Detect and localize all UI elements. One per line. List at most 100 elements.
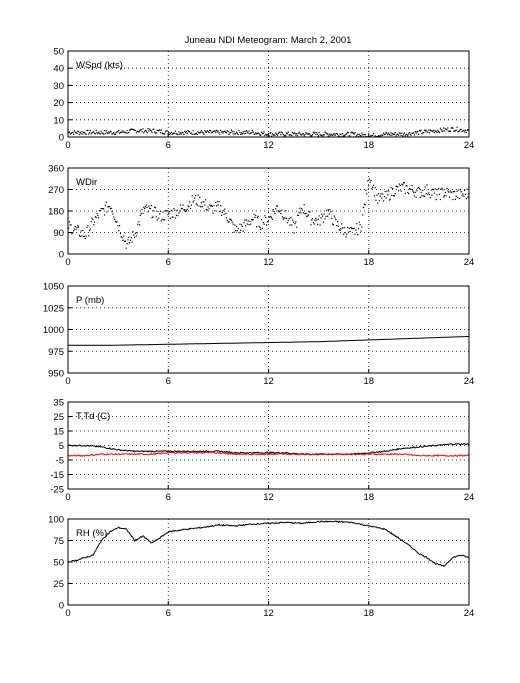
data-point bbox=[302, 133, 304, 135]
data-point bbox=[411, 132, 413, 134]
data-point bbox=[327, 135, 329, 137]
data-point bbox=[432, 131, 434, 133]
data-point bbox=[457, 131, 459, 133]
data-point bbox=[258, 225, 260, 228]
data-point bbox=[245, 225, 247, 227]
data-point bbox=[106, 211, 108, 213]
data-point bbox=[263, 131, 265, 133]
data-point bbox=[427, 131, 429, 133]
data-point bbox=[85, 133, 87, 135]
data-point bbox=[236, 230, 238, 232]
data-point bbox=[257, 132, 259, 134]
data-point bbox=[218, 132, 220, 134]
data-point bbox=[251, 132, 253, 134]
data-point bbox=[220, 205, 222, 207]
data-point bbox=[406, 185, 408, 187]
data-point bbox=[289, 134, 291, 136]
data-point bbox=[322, 215, 324, 217]
data-point bbox=[256, 226, 258, 228]
data-point bbox=[440, 129, 442, 131]
data-point bbox=[367, 180, 369, 182]
data-point bbox=[449, 196, 451, 198]
data-point bbox=[358, 221, 360, 223]
data-point bbox=[182, 204, 184, 206]
data-point bbox=[271, 133, 273, 135]
data-point bbox=[190, 204, 192, 206]
data-point bbox=[286, 217, 288, 219]
data-point bbox=[249, 133, 251, 135]
data-point bbox=[343, 227, 345, 229]
data-point bbox=[242, 131, 244, 133]
data-point bbox=[268, 216, 270, 218]
data-point bbox=[388, 132, 390, 134]
data-point bbox=[357, 234, 359, 236]
data-point bbox=[272, 134, 274, 136]
data-point bbox=[248, 224, 250, 226]
x-tick-label: 6 bbox=[166, 608, 171, 619]
data-point bbox=[240, 133, 242, 135]
data-point bbox=[415, 196, 417, 198]
data-point bbox=[271, 135, 273, 137]
data-point bbox=[411, 185, 413, 187]
data-point bbox=[223, 130, 225, 132]
data-point bbox=[372, 132, 375, 135]
data-point bbox=[408, 193, 410, 195]
data-point bbox=[321, 213, 323, 215]
data-point bbox=[319, 224, 321, 226]
data-point bbox=[180, 133, 182, 135]
data-point bbox=[396, 133, 398, 135]
data-point bbox=[274, 212, 276, 215]
data-point bbox=[198, 205, 200, 207]
data-point bbox=[253, 133, 255, 135]
data-point bbox=[421, 132, 423, 134]
data-point bbox=[384, 133, 386, 135]
data-point bbox=[299, 133, 301, 135]
data-point bbox=[395, 135, 397, 137]
data-point bbox=[374, 187, 376, 189]
data-point bbox=[139, 224, 141, 226]
data-point bbox=[93, 131, 95, 133]
x-tick-label: 18 bbox=[363, 492, 374, 503]
data-point bbox=[390, 187, 392, 189]
data-point bbox=[287, 219, 289, 221]
data-point bbox=[108, 206, 111, 208]
data-point bbox=[267, 221, 269, 223]
data-point bbox=[423, 195, 426, 197]
x-tick-label: 24 bbox=[464, 257, 475, 268]
panel-relative-humidity: 0 6 12 18 24 0 25 50 75 100 RH (%) bbox=[48, 515, 474, 620]
data-point bbox=[395, 185, 397, 187]
data-point bbox=[312, 221, 314, 224]
data-layer bbox=[68, 178, 469, 249]
data-point bbox=[372, 134, 374, 136]
panel-label: P (mb) bbox=[76, 295, 104, 306]
data-point bbox=[109, 130, 111, 132]
data-point bbox=[228, 221, 230, 223]
data-point bbox=[210, 205, 212, 207]
data-point bbox=[408, 188, 411, 190]
data-point bbox=[78, 131, 80, 133]
data-point bbox=[163, 133, 165, 135]
data-point bbox=[444, 128, 446, 130]
data-point bbox=[361, 132, 363, 134]
data-point bbox=[245, 219, 248, 221]
data-point bbox=[417, 187, 419, 189]
data-point bbox=[236, 132, 238, 134]
data-point bbox=[391, 134, 393, 136]
data-point bbox=[209, 204, 211, 206]
data-point bbox=[418, 133, 420, 135]
data-point bbox=[191, 133, 193, 135]
data-point bbox=[156, 219, 158, 221]
series-1-line bbox=[68, 451, 469, 458]
data-point bbox=[463, 195, 465, 197]
data-point bbox=[221, 131, 223, 133]
data-point bbox=[463, 129, 465, 131]
data-point bbox=[271, 218, 273, 220]
data-point bbox=[380, 135, 382, 137]
x-tick-label: 18 bbox=[363, 257, 374, 268]
data-point bbox=[134, 129, 136, 131]
data-point bbox=[214, 130, 216, 132]
data-point bbox=[315, 133, 317, 135]
series-0-line bbox=[68, 442, 469, 456]
data-point bbox=[323, 134, 325, 136]
data-point bbox=[200, 131, 202, 133]
